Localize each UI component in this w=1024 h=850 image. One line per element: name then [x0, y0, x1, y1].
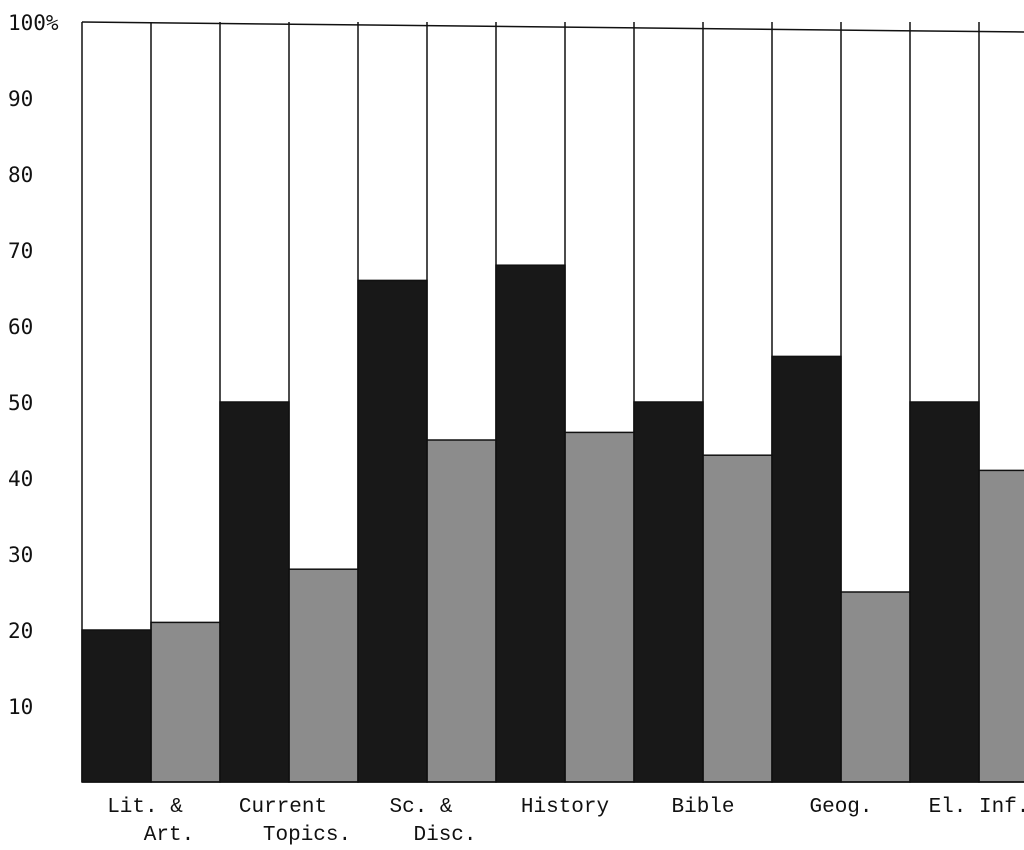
bar-dark-2: [357, 279, 428, 783]
x-category-label: Lit. &: [107, 796, 183, 819]
bar-light-5: [840, 591, 911, 783]
top-border-line: [81, 21, 1024, 33]
bar-dark-5: [771, 355, 842, 783]
bar-dark-3: [495, 264, 566, 783]
bar-light-2: [426, 439, 497, 783]
x-category-label: Bible: [671, 796, 734, 819]
x-category-label: History: [521, 796, 609, 819]
bar-dark-0: [81, 629, 152, 783]
y-tick-label: 10: [8, 695, 33, 719]
bars-group: [81, 264, 1024, 783]
x-category-label: Disc.: [413, 824, 476, 847]
bar-light-1: [288, 568, 359, 783]
x-category-label: Geog.: [809, 796, 872, 819]
y-axis-tick-labels: 10 20 30 40 50 60 70 80 90 100%: [8, 11, 59, 719]
bar-dark-1: [219, 401, 290, 783]
bar-dark-6: [909, 401, 980, 783]
y-tick-label: 50: [8, 391, 33, 415]
bar-dark-4: [633, 401, 704, 783]
y-tick-label: 80: [8, 163, 33, 187]
x-category-label: Sc. &: [389, 796, 452, 819]
bar-light-3: [564, 431, 635, 783]
y-tick-label: 100%: [8, 11, 59, 35]
bar-light-6: [978, 469, 1024, 783]
y-tick-label: 20: [8, 619, 33, 643]
y-tick-label: 60: [8, 315, 33, 339]
y-tick-label: 30: [8, 543, 33, 567]
bar-light-0: [150, 621, 221, 783]
x-category-label: Topics.: [263, 824, 351, 847]
x-category-label: Art.: [144, 824, 194, 847]
y-tick-label: 70: [8, 239, 33, 263]
x-axis-category-labels: Lit. & Art. Current Topics. Sc. & Disc. Histor…: [107, 796, 1024, 847]
column-dividers: [81, 22, 980, 782]
x-category-label: El. Inf.: [929, 796, 1024, 819]
y-tick-label: 40: [8, 467, 33, 491]
x-category-label: Current: [239, 796, 327, 819]
bar-light-4: [702, 454, 773, 783]
y-tick-label: 90: [8, 87, 33, 111]
